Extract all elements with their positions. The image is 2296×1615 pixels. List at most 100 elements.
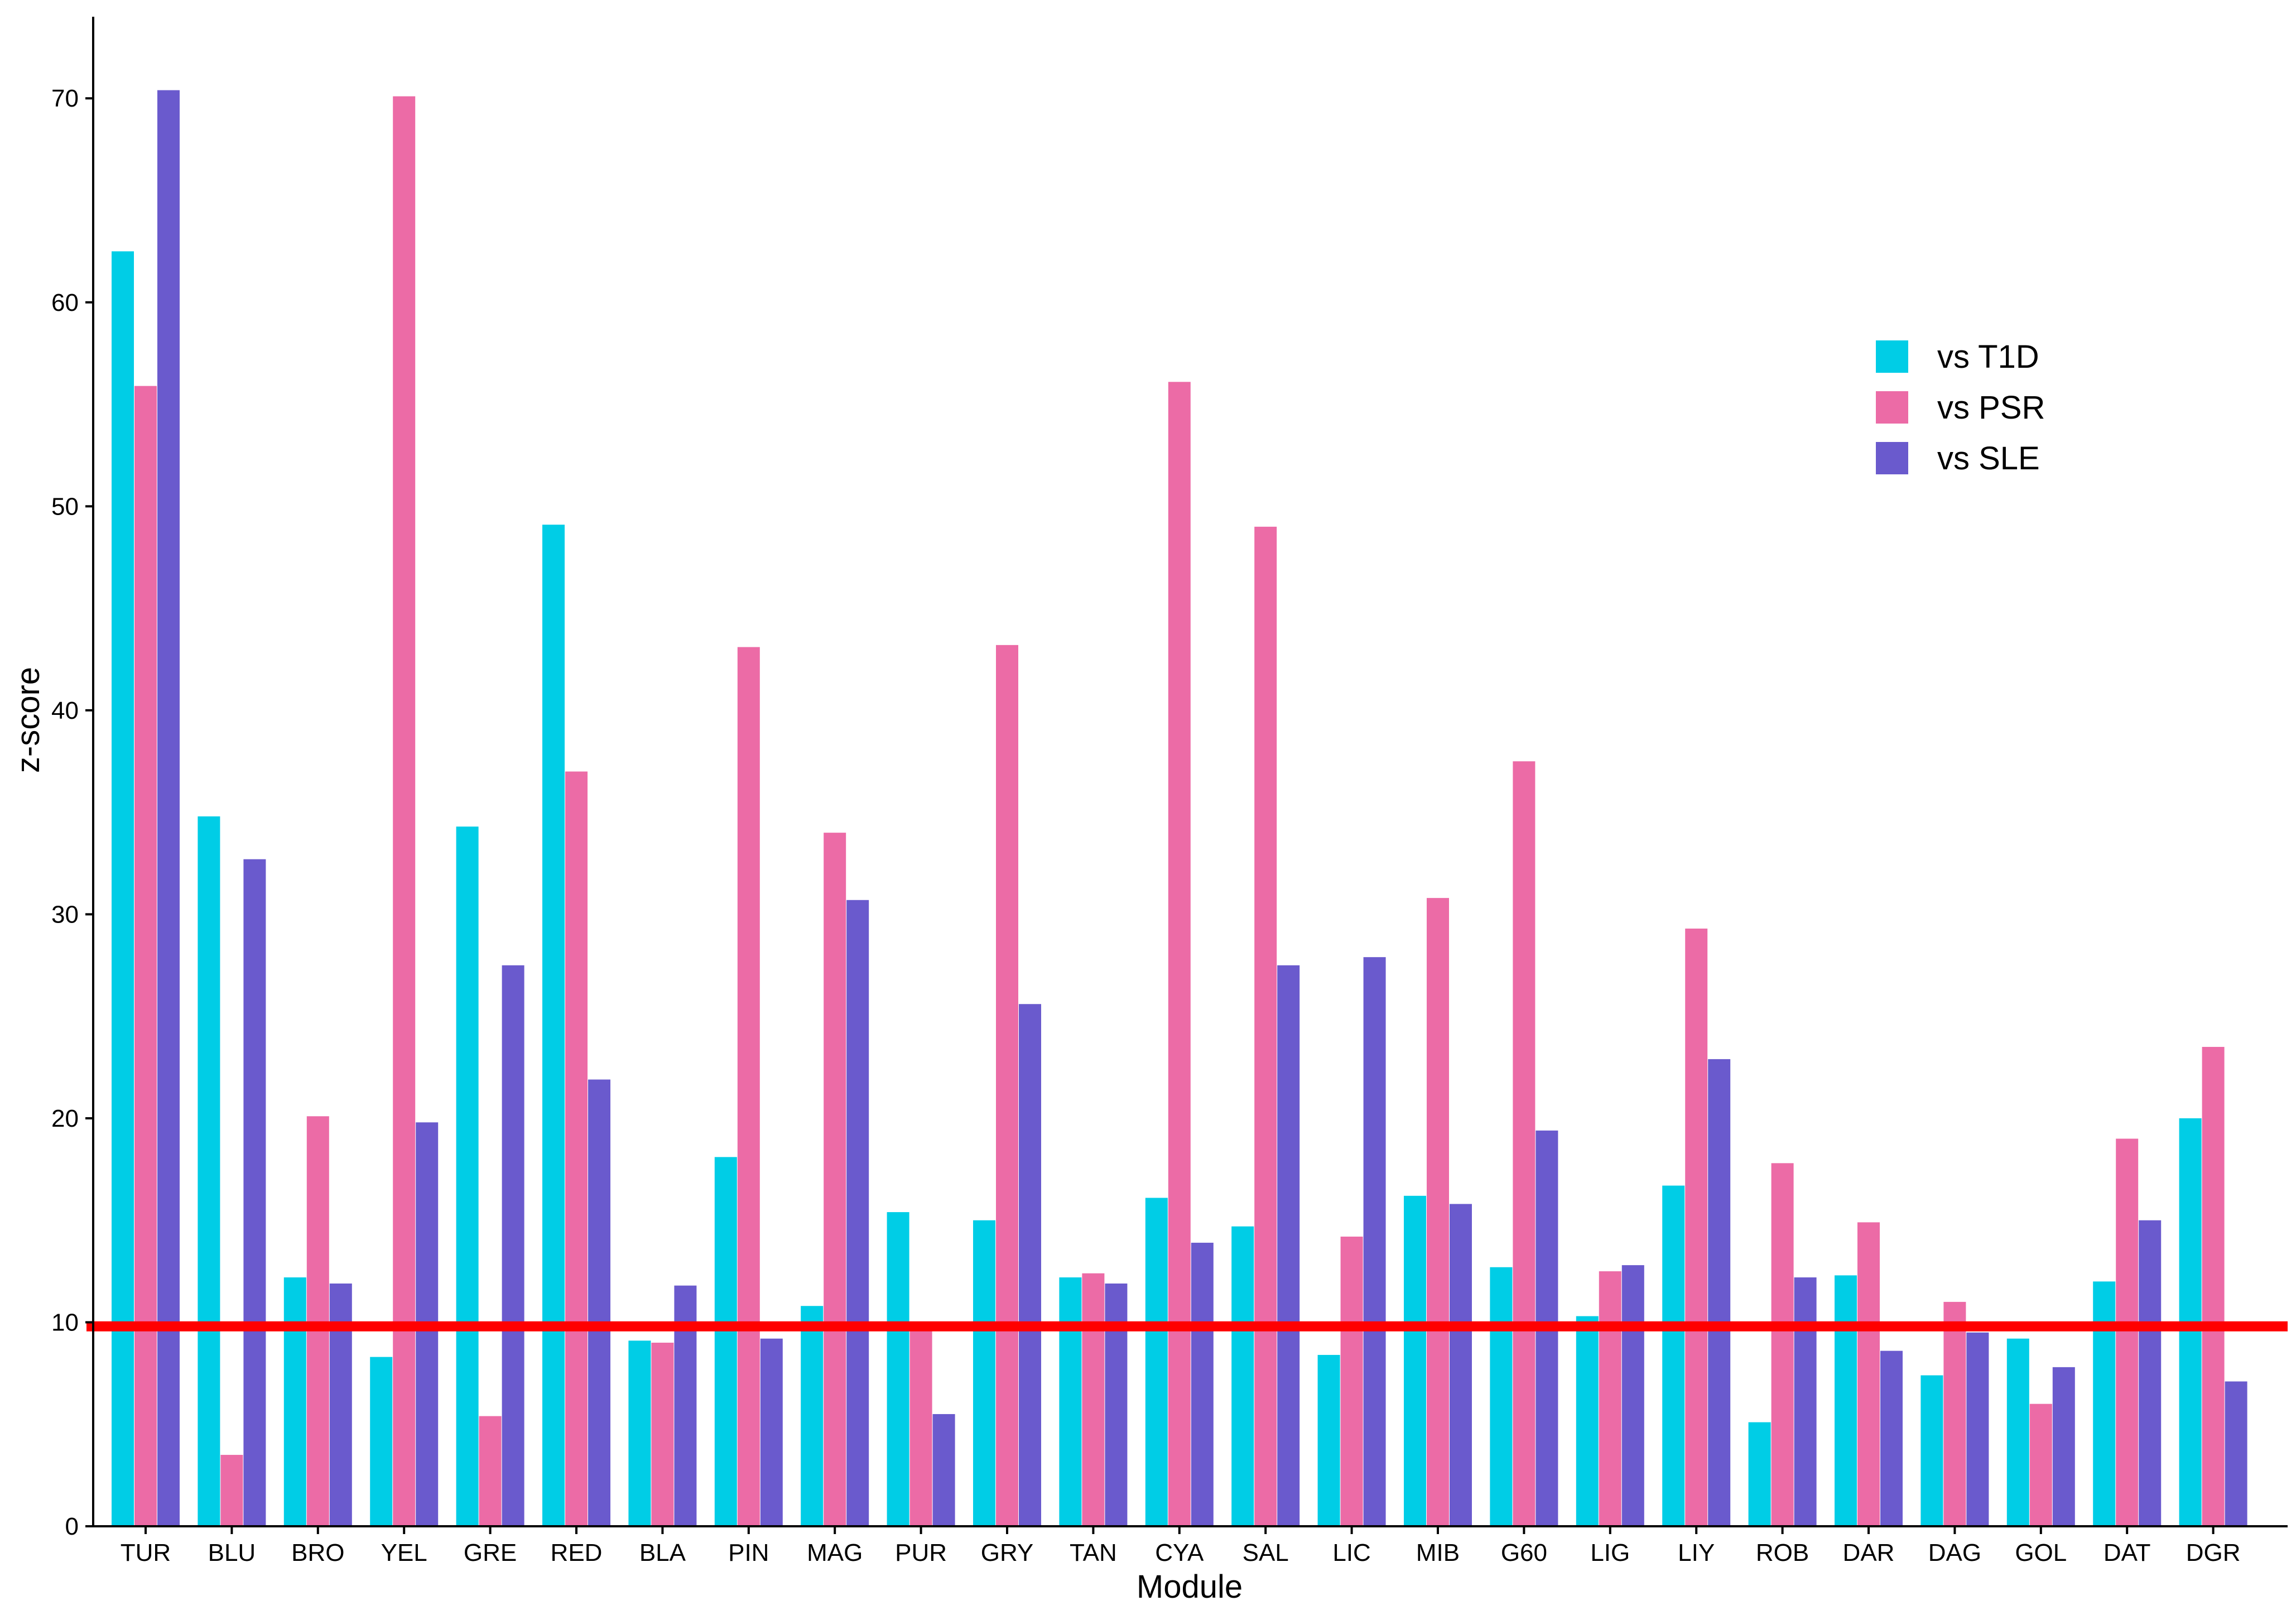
bar-pin-vs-t1d <box>714 1157 737 1526</box>
x-tick-label-dar: DAR <box>1843 1539 1895 1566</box>
bar-blu-vs-t1d <box>198 816 220 1526</box>
legend-label: vs PSR <box>1937 390 2045 426</box>
x-tick-label-tan: TAN <box>1070 1539 1117 1566</box>
bar-group-bro <box>283 1116 352 1526</box>
bar-lic-vs-sle <box>1363 957 1386 1526</box>
bar-pur-vs-psr <box>909 1328 932 1526</box>
x-tick-label-yel: YEL <box>381 1539 427 1566</box>
bar-red-vs-sle <box>588 1079 610 1526</box>
bar-liy-vs-psr <box>1685 928 1708 1526</box>
bar-group-mag <box>801 833 869 1526</box>
x-tick-label-tur: TUR <box>121 1539 171 1566</box>
bar-blu-vs-psr <box>220 1455 243 1526</box>
bar-group-gol <box>2006 1338 2075 1526</box>
bar-pin-vs-sle <box>760 1338 783 1526</box>
bar-mag-vs-psr <box>824 833 846 1526</box>
x-tick-label-mag: MAG <box>807 1539 863 1566</box>
bar-bla-vs-psr <box>651 1343 674 1526</box>
bar-group-liy <box>1662 928 1731 1526</box>
bar-group-red <box>542 525 610 1526</box>
bar-gol-vs-t1d <box>2006 1338 2029 1526</box>
bar-dar-vs-sle <box>1880 1350 1903 1526</box>
bar-lig-vs-sle <box>1621 1265 1644 1526</box>
bar-gre-vs-psr <box>479 1416 502 1526</box>
bar-mib-vs-t1d <box>1404 1195 1426 1526</box>
bar-dat-vs-psr <box>2116 1138 2139 1526</box>
bar-dag-vs-t1d <box>1920 1375 1943 1526</box>
bar-group-blu <box>198 816 266 1526</box>
legend-swatch <box>1876 442 1908 474</box>
x-tick-label-bla: BLA <box>639 1539 686 1566</box>
bar-bla-vs-t1d <box>628 1340 651 1526</box>
x-tick-label-cya: CYA <box>1155 1539 1204 1566</box>
y-tick-label: 70 <box>51 85 79 112</box>
bar-dgr-vs-psr <box>2202 1046 2225 1526</box>
bar-group-dar <box>1835 1222 1903 1526</box>
x-axis-label: Module <box>1137 1569 1243 1605</box>
bar-yel-vs-psr <box>393 96 416 1527</box>
bar-group-cya <box>1145 382 1214 1526</box>
bar-red-vs-psr <box>565 771 588 1526</box>
bar-blu-vs-sle <box>243 859 266 1526</box>
legend-item-vs-t1d: vs T1D <box>1876 339 2039 375</box>
legend-item-vs-sle: vs SLE <box>1876 440 2040 477</box>
bar-group-sal <box>1231 526 1300 1527</box>
bar-cya-vs-psr <box>1168 382 1191 1526</box>
bar-liy-vs-t1d <box>1662 1185 1685 1526</box>
bar-group-mib <box>1404 898 1472 1526</box>
bar-pur-vs-t1d <box>887 1212 909 1526</box>
bar-mag-vs-sle <box>846 900 869 1526</box>
y-tick-label: 60 <box>51 289 79 316</box>
bars-layer <box>112 90 2247 1527</box>
x-tick-label-dag: DAG <box>1928 1539 1981 1566</box>
bar-gry-vs-t1d <box>973 1220 995 1526</box>
legend-item-vs-psr: vs PSR <box>1876 390 2045 426</box>
bar-group-lic <box>1317 957 1386 1526</box>
y-tick-label: 30 <box>51 901 79 928</box>
bar-tur-vs-t1d <box>112 251 134 1527</box>
bar-pin-vs-psr <box>737 647 760 1526</box>
bar-mag-vs-t1d <box>801 1306 824 1526</box>
bar-group-gre <box>456 826 524 1526</box>
bar-group-gry <box>973 645 1041 1526</box>
x-tick-label-red: RED <box>551 1539 603 1566</box>
bar-rob-vs-t1d <box>1748 1422 1771 1526</box>
bar-tan-vs-psr <box>1082 1273 1105 1526</box>
x-tick-label-lig: LIG <box>1590 1539 1630 1566</box>
bar-tan-vs-t1d <box>1059 1277 1082 1526</box>
x-tick-label-rob: ROB <box>1756 1539 1809 1566</box>
x-tick-label-gry: GRY <box>981 1539 1034 1566</box>
bar-dag-vs-sle <box>1966 1332 1989 1526</box>
x-tick-label-dgr: DGR <box>2186 1539 2241 1566</box>
bar-cya-vs-sle <box>1191 1242 1214 1526</box>
y-tick-label: 40 <box>51 697 79 724</box>
bar-gry-vs-sle <box>1019 1004 1041 1526</box>
bar-mib-vs-psr <box>1427 898 1449 1526</box>
bar-group-tan <box>1059 1273 1128 1526</box>
legend-label: vs SLE <box>1937 440 2040 477</box>
bar-dag-vs-psr <box>1943 1301 1966 1526</box>
bar-cya-vs-t1d <box>1145 1198 1168 1526</box>
bar-rob-vs-psr <box>1771 1163 1794 1526</box>
bar-gry-vs-psr <box>996 645 1018 1526</box>
bar-pur-vs-sle <box>932 1414 955 1526</box>
legend-label: vs T1D <box>1937 339 2039 375</box>
bar-gre-vs-sle <box>502 965 524 1526</box>
y-tick-label: 50 <box>51 493 79 520</box>
y-tick-label: 10 <box>51 1309 79 1336</box>
bar-tur-vs-psr <box>134 386 157 1526</box>
y-axis-label: z-score <box>10 667 46 773</box>
x-tick-label-sal: SAL <box>1243 1539 1289 1566</box>
bar-bro-vs-t1d <box>283 1277 306 1526</box>
bar-group-g60 <box>1490 761 1558 1526</box>
bar-lic-vs-t1d <box>1317 1354 1340 1526</box>
bar-dat-vs-t1d <box>2093 1281 2116 1526</box>
x-tick-label-pur: PUR <box>895 1539 947 1566</box>
x-tick-label-gol: GOL <box>2015 1539 2067 1566</box>
bar-group-yel <box>370 96 439 1527</box>
x-tick-label-pin: PIN <box>728 1539 769 1566</box>
bar-group-lig <box>1576 1265 1644 1526</box>
bar-bro-vs-psr <box>306 1116 329 1526</box>
x-tick-label-bro: BRO <box>291 1539 344 1566</box>
